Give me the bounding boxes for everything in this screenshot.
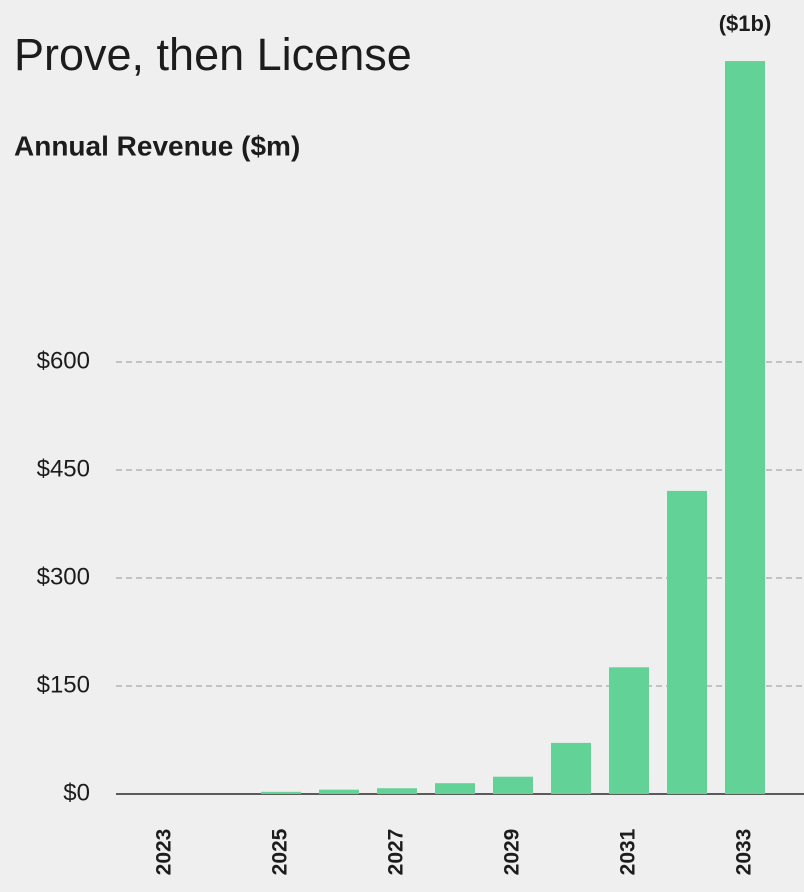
bar [551,742,591,794]
chart-title: Prove, then License [14,29,412,80]
x-tick-label: 2029 [501,829,524,876]
x-tick-label: 2033 [733,829,756,876]
bar [493,776,533,794]
x-tick-label: 2023 [153,829,176,876]
chart-subtitle: Annual Revenue ($m) [14,130,300,161]
y-tick-label: $600 [37,347,90,374]
x-tick-label: 2031 [617,828,640,875]
y-tick-label: $450 [37,455,90,482]
x-tick-label: 2025 [269,828,292,875]
bar [609,667,649,794]
bar [261,791,301,794]
x-tick-label: 2027 [385,829,408,876]
bar [319,789,359,794]
y-tick-label: $0 [63,779,90,806]
value-label: ($1b) [719,11,772,36]
y-tick-label: $150 [37,671,90,698]
bar [725,61,765,795]
bar [377,788,417,794]
bar [667,490,707,794]
y-tick-label: $300 [37,563,90,590]
bar [435,783,475,794]
